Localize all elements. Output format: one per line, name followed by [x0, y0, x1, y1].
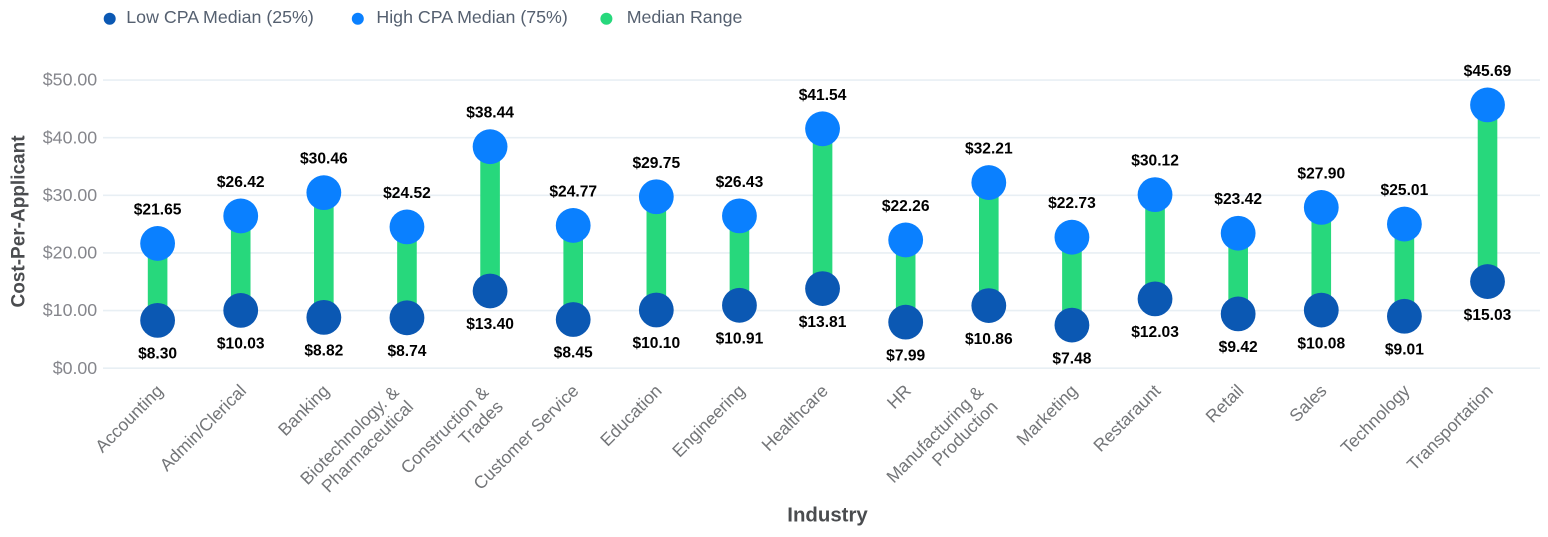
svg-text:$45.69: $45.69: [1464, 63, 1512, 80]
svg-text:$50.00: $50.00: [43, 70, 97, 90]
svg-text:$13.40: $13.40: [466, 316, 514, 333]
svg-text:$22.73: $22.73: [1048, 195, 1096, 212]
svg-text:$10.86: $10.86: [965, 331, 1013, 348]
svg-text:$23.42: $23.42: [1214, 191, 1262, 208]
svg-text:Low CPA Median (25%): Low CPA Median (25%): [126, 7, 313, 27]
svg-text:$21.65: $21.65: [134, 201, 182, 218]
svg-text:$26.43: $26.43: [716, 174, 764, 191]
svg-text:$40.00: $40.00: [43, 127, 97, 147]
svg-text:$10.10: $10.10: [632, 335, 680, 352]
svg-text:Industry: Industry: [787, 504, 868, 526]
svg-text:$9.01: $9.01: [1385, 341, 1424, 358]
svg-text:$22.26: $22.26: [882, 198, 930, 215]
svg-text:$30.46: $30.46: [300, 151, 348, 168]
svg-text:$8.82: $8.82: [304, 343, 343, 360]
svg-text:$7.48: $7.48: [1052, 350, 1091, 367]
svg-text:Median Range: Median Range: [627, 7, 743, 27]
svg-text:$41.54: $41.54: [799, 87, 847, 104]
svg-text:$38.44: $38.44: [466, 105, 514, 122]
svg-text:$10.91: $10.91: [716, 331, 764, 348]
svg-text:$30.00: $30.00: [43, 185, 97, 205]
svg-text:$0.00: $0.00: [53, 358, 98, 378]
svg-text:$30.12: $30.12: [1131, 153, 1179, 170]
svg-text:$24.77: $24.77: [549, 183, 597, 200]
svg-text:$10.00: $10.00: [43, 300, 97, 320]
svg-text:$13.81: $13.81: [799, 314, 847, 331]
svg-text:$20.00: $20.00: [43, 243, 97, 263]
svg-text:$8.45: $8.45: [554, 345, 593, 362]
svg-text:$15.03: $15.03: [1464, 307, 1512, 324]
svg-text:$25.01: $25.01: [1381, 182, 1429, 199]
svg-text:$10.03: $10.03: [217, 336, 265, 353]
svg-text:$10.08: $10.08: [1297, 335, 1345, 352]
svg-text:Cost-Per-Applicant: Cost-Per-Applicant: [9, 135, 30, 308]
svg-text:$7.99: $7.99: [886, 347, 925, 364]
svg-text:$9.42: $9.42: [1219, 339, 1258, 356]
svg-text:High CPA Median (75%): High CPA Median (75%): [376, 7, 567, 27]
svg-text:$32.21: $32.21: [965, 141, 1013, 158]
svg-text:$26.42: $26.42: [217, 174, 265, 191]
svg-text:$8.30: $8.30: [138, 346, 177, 363]
svg-text:$27.90: $27.90: [1297, 165, 1345, 182]
svg-text:$29.75: $29.75: [632, 155, 680, 172]
svg-text:$12.03: $12.03: [1131, 324, 1179, 341]
svg-text:$24.52: $24.52: [383, 185, 431, 202]
svg-text:$8.74: $8.74: [387, 343, 426, 360]
